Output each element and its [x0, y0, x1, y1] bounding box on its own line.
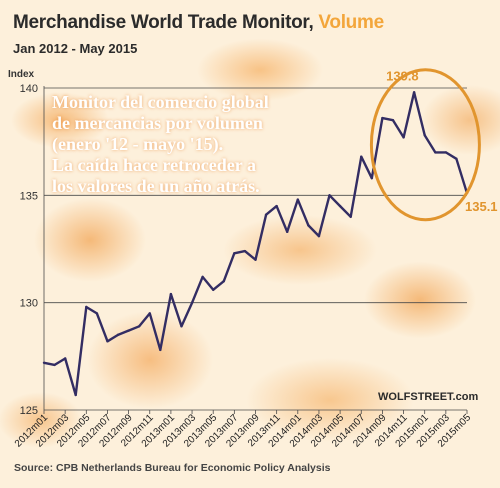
chart-title-emphasis: Volume: [318, 12, 384, 33]
data-point: [455, 157, 458, 161]
data-point: [116, 333, 120, 337]
note-line: (enero '12 - mayo '15).: [52, 134, 224, 154]
data-point: [328, 194, 331, 197]
source-note: Source: CPB Netherlands Bureau for Econo…: [14, 462, 331, 474]
data-point: [370, 176, 374, 180]
chart-title-main: Merchandise World Trade Monitor,: [13, 12, 314, 33]
data-layer: [42, 91, 469, 397]
data-point: [212, 288, 215, 291]
data-point: [95, 312, 99, 315]
chart-subtitle: Jan 2012 - May 2015: [13, 41, 138, 56]
data-point: [180, 325, 183, 328]
data-point: [349, 215, 352, 218]
data-point: [74, 393, 77, 397]
annotation-layer: 139.8 135.1: [369, 68, 498, 222]
chart-title: Merchandise World Trade Monitor, Volume: [13, 12, 384, 34]
data-point: [169, 292, 173, 296]
data-point: [159, 348, 162, 352]
grid-layer: [44, 87, 467, 411]
y-axis-label: Index: [8, 69, 35, 80]
data-point: [201, 275, 204, 279]
data-point: [317, 234, 321, 238]
data-point: [222, 280, 225, 283]
data-point: [53, 363, 56, 367]
highlight-ellipse: [369, 68, 481, 222]
data-point: [63, 357, 67, 360]
data-point: [338, 204, 342, 208]
data-point: [254, 258, 257, 261]
data-point: [296, 198, 299, 201]
data-point: [106, 340, 109, 343]
note-line: los valores de un año atrás.: [52, 176, 260, 196]
brand-watermark: WOLFSTREET.com: [378, 391, 479, 403]
note-line: Monitor del comercio global: [52, 92, 269, 112]
note-line: de mercancias por volumen: [52, 113, 263, 133]
data-point: [423, 134, 426, 137]
y-tick-label: 135: [20, 190, 38, 202]
annotation-note: Monitor del comercio global de mercancia…: [52, 92, 382, 197]
data-point: [85, 305, 88, 309]
data-point: [233, 252, 236, 255]
data-point: [307, 224, 310, 227]
value-label: 139.8: [386, 68, 419, 83]
y-tick-label: 130: [20, 298, 38, 310]
data-point: [434, 151, 437, 154]
data-point: [243, 249, 247, 253]
data-point: [412, 91, 416, 94]
data-point: [402, 136, 405, 139]
data-point: [360, 155, 363, 158]
data-point: [444, 151, 448, 154]
value-label: 135.1: [465, 199, 498, 214]
y-tick-label: 125: [20, 405, 38, 417]
data-point: [286, 230, 289, 234]
data-point: [137, 325, 141, 328]
y-tick-label: 140: [20, 83, 38, 95]
data-point: [190, 301, 194, 304]
note-line: La caída hace retroceder a: [52, 155, 256, 175]
data-point: [42, 361, 46, 364]
data-point: [148, 312, 151, 315]
data-point: [264, 213, 268, 216]
data-point: [275, 204, 278, 208]
data-point: [381, 116, 384, 120]
data-point: [391, 119, 395, 122]
data-point: [127, 329, 130, 332]
